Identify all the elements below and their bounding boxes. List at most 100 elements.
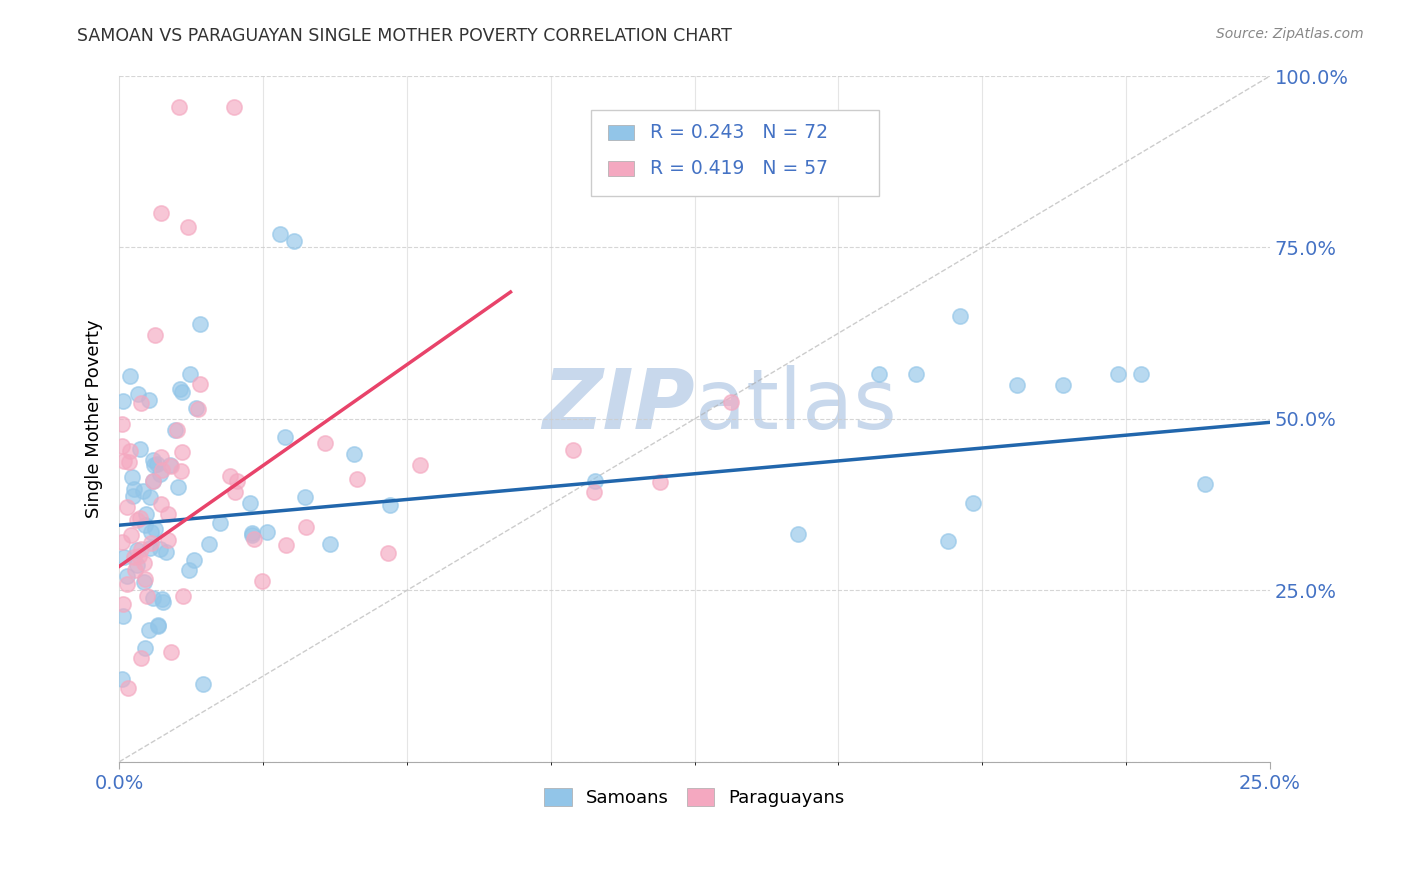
Point — [112, 609, 135, 624]
Point — [110, 672, 132, 686]
Point — [142, 474, 165, 488]
Point — [561, 442, 583, 457]
Point — [650, 475, 672, 490]
Point — [143, 458, 166, 472]
Point — [146, 617, 169, 632]
Point — [129, 541, 152, 556]
Point — [163, 423, 186, 437]
Point — [208, 516, 231, 531]
Point — [172, 445, 194, 459]
Point — [198, 536, 221, 550]
Point — [156, 507, 179, 521]
Legend: Samoans, Paraguayans: Samoans, Paraguayans — [537, 780, 852, 814]
Point — [118, 455, 141, 469]
Point — [134, 641, 156, 656]
Text: R = 0.243   N = 72: R = 0.243 N = 72 — [650, 123, 828, 143]
Text: SAMOAN VS PARAGUAYAN SINGLE MOTHER POVERTY CORRELATION CHART: SAMOAN VS PARAGUAYAN SINGLE MOTHER POVER… — [77, 27, 733, 45]
FancyBboxPatch shape — [609, 161, 634, 176]
Point — [115, 500, 138, 515]
Point — [139, 491, 162, 505]
Point — [346, 472, 368, 486]
Text: ZIP: ZIP — [541, 365, 695, 446]
Point — [172, 589, 194, 603]
Point — [184, 401, 207, 415]
Point — [187, 401, 209, 416]
Point — [224, 100, 246, 114]
Point — [239, 496, 262, 510]
Point — [127, 558, 149, 572]
Point — [274, 429, 297, 443]
Point — [787, 527, 810, 541]
Point — [127, 387, 149, 401]
Point — [191, 677, 214, 691]
Text: atlas: atlas — [695, 365, 897, 446]
Point — [167, 100, 190, 114]
Point — [583, 485, 606, 500]
Point — [117, 681, 139, 696]
Point — [129, 651, 152, 665]
Point — [134, 556, 156, 570]
Point — [936, 533, 959, 548]
Point — [188, 318, 211, 332]
Point — [377, 546, 399, 560]
Point — [155, 545, 177, 559]
Point — [128, 549, 150, 564]
Point — [226, 475, 249, 489]
Point — [314, 436, 336, 450]
Point — [409, 458, 432, 472]
Point — [128, 510, 150, 524]
Point — [122, 549, 145, 564]
Point — [114, 454, 136, 468]
Point — [149, 450, 172, 465]
Point — [118, 444, 141, 458]
Point — [1130, 368, 1153, 382]
Point — [110, 438, 132, 452]
FancyBboxPatch shape — [609, 126, 634, 140]
Point — [276, 538, 298, 552]
Point — [179, 367, 201, 381]
Text: Source: ZipAtlas.com: Source: ZipAtlas.com — [1216, 27, 1364, 41]
Point — [134, 573, 156, 587]
Point — [138, 623, 160, 637]
Point — [962, 496, 984, 510]
Point — [143, 523, 166, 537]
Point — [188, 377, 211, 392]
Point — [167, 480, 190, 494]
Point — [294, 490, 316, 504]
Point — [868, 368, 890, 382]
Point — [115, 569, 138, 583]
Point — [129, 442, 152, 456]
Point — [1194, 476, 1216, 491]
FancyBboxPatch shape — [591, 111, 879, 196]
Point — [112, 393, 135, 408]
Point — [131, 396, 153, 410]
Point — [111, 598, 134, 612]
Point — [132, 484, 155, 499]
Point — [183, 553, 205, 567]
Point — [243, 532, 266, 546]
Point — [120, 369, 142, 384]
Point — [240, 527, 263, 541]
Point — [149, 541, 172, 556]
Text: R = 0.419   N = 57: R = 0.419 N = 57 — [650, 159, 828, 178]
Point — [145, 458, 167, 472]
Point — [138, 541, 160, 556]
Point — [1052, 377, 1074, 392]
Point — [170, 384, 193, 399]
Point — [252, 574, 274, 588]
Point — [720, 395, 742, 409]
Point — [122, 482, 145, 496]
Point — [149, 467, 172, 481]
Point — [269, 227, 291, 241]
Point — [125, 513, 148, 527]
Point — [111, 417, 134, 431]
Y-axis label: Single Mother Poverty: Single Mother Poverty — [86, 319, 103, 518]
Point — [117, 577, 139, 591]
Point — [380, 498, 402, 512]
Point — [110, 534, 132, 549]
Point — [295, 520, 318, 534]
Point — [159, 458, 181, 473]
Point — [1005, 377, 1028, 392]
Point — [142, 474, 165, 488]
Point — [142, 591, 165, 605]
